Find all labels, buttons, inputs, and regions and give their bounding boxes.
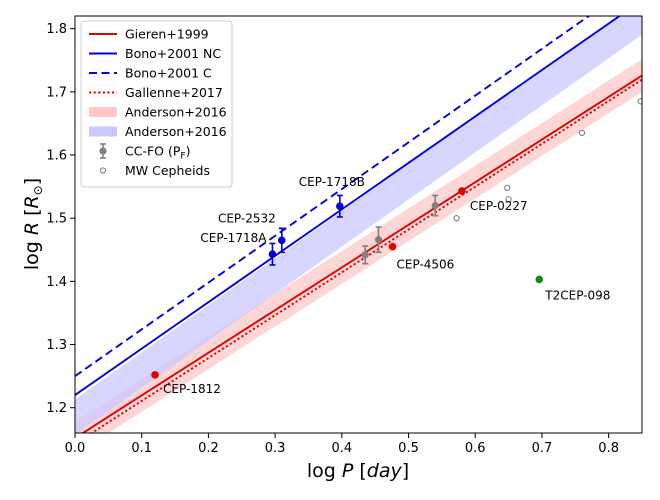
star-label: CEP-1812 [163,382,221,396]
band-red [75,59,642,433]
star-label: CEP-1718A [200,231,267,245]
star-label: CEP-4506 [397,258,455,272]
star-point-cep-1718b [336,202,344,210]
plot-frame [74,15,643,434]
x-tick-label: 0.1 [131,441,152,456]
relation-line-1 [75,16,622,396]
x-tick-label: 0.4 [331,441,352,456]
x-tick-label: 0.0 [65,441,86,456]
legend-swatch-band [89,107,117,117]
band-blue [75,16,642,433]
mw-cepheid-point [504,184,511,192]
x-tick-label: 0.6 [465,441,486,456]
legend-label: Bono+2001 NC [125,46,221,61]
y-tick-label: 1.3 [46,338,67,353]
star-point-cep-1718a [268,250,277,258]
y-axis-label: log R [R⊙] [21,178,45,270]
x-tick-label: 0.5 [398,441,419,456]
y-tick-label: 1.2 [46,401,67,416]
relation-line-0 [81,74,642,433]
star-label: CEP-0227 [470,199,528,213]
y-tick-label: 1.6 [46,149,67,164]
star-label: T2CEP-098 [544,288,610,302]
y-tick-label: 1.5 [46,212,67,227]
legend-label: Anderson+2016 [125,105,227,120]
legend-label: Gieren+1999 [125,27,209,42]
cc-fo-point [431,201,439,210]
star-point-cep-0227 [458,187,466,195]
relation-line-2 [75,16,591,377]
x-tick-label: 0.8 [598,441,619,456]
x-tick-label: 0.7 [532,441,553,456]
relation-line-3 [89,78,642,433]
star-point-cep-4506 [388,242,397,251]
cc-fo-point [361,251,369,259]
x-tick-label: 0.2 [198,441,219,456]
mw-cepheid-point [578,129,586,137]
y-tick-label: 1.4 [46,275,67,290]
cc-fo-point [374,236,383,244]
y-tick-label: 1.7 [46,85,67,100]
legend-box [80,20,233,188]
y-tick-label: 1.8 [46,22,67,37]
star-label: CEP-1718B [299,175,365,189]
star-point-cep-2532 [277,236,286,245]
legend-label: Bono+2001 C [125,66,212,81]
star-point-cep-1812 [151,371,159,379]
legend-swatch-band [89,126,117,137]
star-label: CEP-2532 [218,211,276,225]
legend: Gieren+1999 Bono+2001 NC Bono+2001 C Gallen… [80,20,233,188]
legend-swatch-point [99,147,107,155]
star-point-t2cep-098 [535,275,544,284]
legend-label: MW Cepheids [125,163,210,178]
legend-swatch-open [99,167,107,174]
x-axis-label: log P [day] [307,460,409,482]
mw-cepheid-point [505,196,512,203]
legend-label: Gallenne+2017 [125,85,223,100]
mw-cepheid-point [637,98,642,105]
legend-label: CC-FO (PF) [125,144,190,162]
legend-label: Anderson+2016 [125,124,227,139]
x-tick-label: 0.3 [265,441,286,456]
mw-cepheid-point [453,215,460,222]
